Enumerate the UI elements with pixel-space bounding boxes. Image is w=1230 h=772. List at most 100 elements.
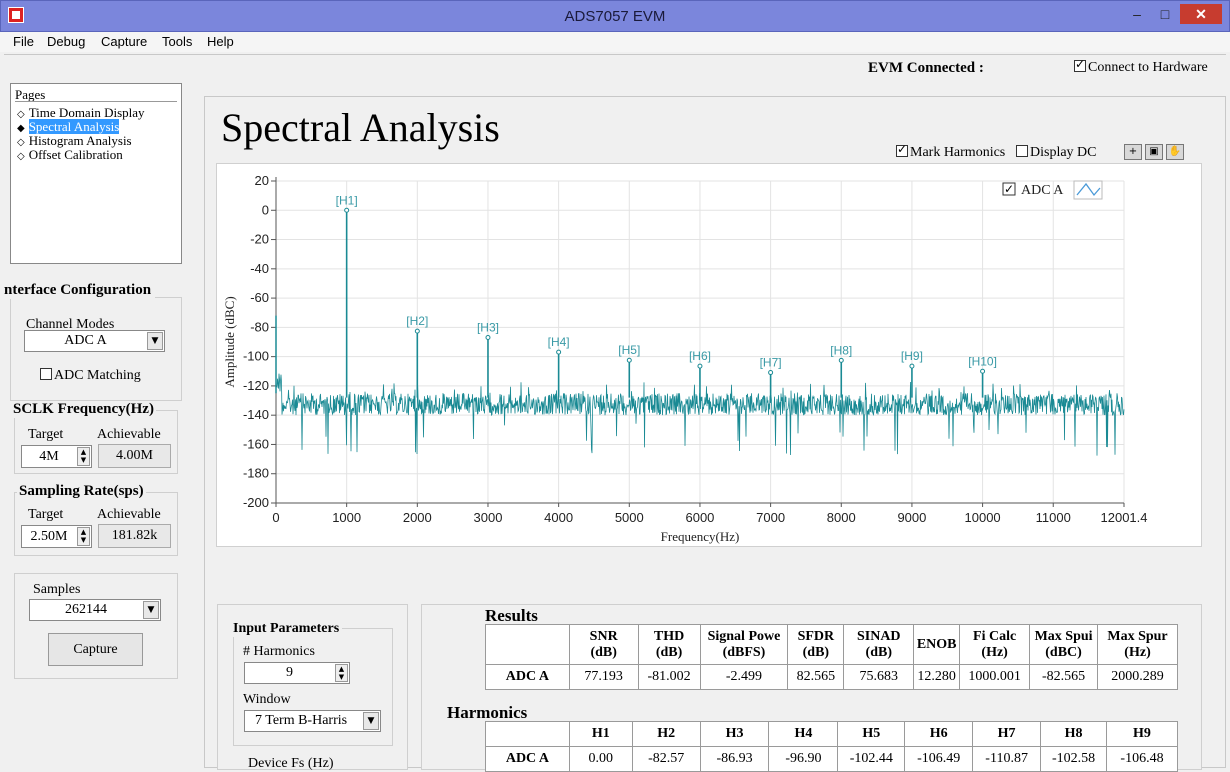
channel-modes-label: Channel Modes	[26, 317, 115, 332]
results-cell[interactable]: -2.499	[699, 664, 789, 690]
results-corner-cell	[485, 624, 570, 665]
y-tick-label: -20	[250, 232, 269, 247]
harmonics-cell[interactable]: -106.48	[1106, 746, 1178, 772]
sampling-achievable-value: 181.82k	[98, 524, 171, 548]
checkbox-icon[interactable]	[1016, 145, 1028, 157]
harmonics-col: H2	[631, 721, 701, 747]
page-item-offset-calibration[interactable]: ◇ Offset Calibration	[17, 147, 123, 162]
results-cell[interactable]: 82.565	[787, 664, 845, 690]
x-tick-label: 9000	[897, 510, 926, 525]
harmonic-marker	[909, 363, 915, 369]
sampling-target-label: Target	[28, 507, 64, 522]
harmonic-marker	[485, 335, 491, 341]
harmonics-col: H3	[699, 721, 770, 747]
menu-capture[interactable]: Capture	[101, 34, 148, 49]
sclk-title: SCLK Frequency(Hz)	[11, 401, 156, 418]
menu-help[interactable]: Help	[207, 34, 234, 49]
harmonics-col: H5	[837, 721, 906, 747]
menu-file[interactable]: File	[13, 34, 34, 49]
harmonic-marker	[344, 207, 350, 213]
sampling-target-stepper[interactable]: 2.50M ▲ ▼	[21, 525, 92, 548]
sclk-achievable-label: Achievable	[97, 427, 161, 442]
x-tick-label: 2000	[403, 510, 432, 525]
harmonics-count-stepper[interactable]: 9 ▲ ▼	[244, 662, 350, 684]
sclk-target-stepper[interactable]: 4M ▲ ▼	[21, 445, 92, 468]
legend-swatch	[1076, 182, 1101, 197]
results-col-sfdr: SFDR (dB)	[787, 624, 845, 665]
y-axis-label: Amplitude (dBC)	[222, 296, 237, 387]
results-cell[interactable]: 75.683	[843, 664, 915, 690]
results-col-sinad: SINAD (dB)	[843, 624, 915, 665]
y-tick-label: -60	[250, 290, 269, 305]
results-cell[interactable]: -82.565	[1029, 664, 1099, 690]
diamond-filled-icon: ◆	[17, 123, 25, 134]
check-icon: ✓	[1004, 182, 1014, 196]
spin-updown-icon[interactable]: ▲ ▼	[77, 527, 90, 546]
spin-updown-icon[interactable]: ▲ ▼	[77, 447, 90, 466]
page-item-time-domain[interactable]: ◇ Time Domain Display	[17, 105, 145, 120]
spin-updown-icon[interactable]: ▲ ▼	[335, 664, 348, 682]
evm-connected-label: EVM Connected :	[868, 60, 984, 76]
spectrum-chart[interactable]: 0 1000 2000 3000 4000 5000 6000 7000 8000 9000 100…	[216, 163, 1202, 547]
harmonic-marker	[980, 368, 986, 374]
close-button[interactable]: ✕	[1180, 4, 1222, 24]
checkbox-icon[interactable]	[40, 368, 52, 380]
harmonic-label: [H3]	[477, 321, 499, 335]
maximize-button[interactable]: □	[1160, 6, 1170, 22]
results-cell[interactable]: 12.280	[913, 664, 961, 690]
harmonics-cell[interactable]: -102.58	[1040, 746, 1107, 772]
results-cell[interactable]: 2000.289	[1097, 664, 1178, 690]
display-dc-checkbox[interactable]: Display DC	[1016, 145, 1097, 161]
capture-button[interactable]: Capture	[48, 633, 143, 666]
zoom-crosshair-icon[interactable]: +	[1124, 144, 1142, 160]
harmonics-col: H9	[1106, 721, 1178, 747]
menu-debug[interactable]: Debug	[47, 34, 86, 49]
harmonics-cell[interactable]: -82.57	[631, 746, 701, 772]
y-tick-label: -120	[243, 378, 269, 393]
window-label: Window	[243, 692, 291, 707]
mark-harmonics-checkbox[interactable]: Mark Harmonics	[896, 142, 1005, 161]
page-item-spectral-analysis[interactable]: ◆ Spectral Analysis	[17, 119, 120, 134]
checkbox-icon[interactable]	[896, 142, 908, 157]
channel-mode-select[interactable]: ADC A ▼	[24, 330, 165, 352]
results-cell[interactable]: 1000.001	[959, 664, 1031, 690]
samples-select[interactable]: 262144 ▼	[29, 599, 161, 621]
divider	[15, 101, 177, 102]
harmonics-cell[interactable]: 0.00	[568, 746, 633, 772]
results-col-snr: SNR (dB)	[568, 624, 639, 665]
harmonic-marker	[626, 357, 632, 363]
harmonics-count-label: # Harmonics	[243, 644, 315, 659]
harmonics-cell[interactable]: -86.93	[699, 746, 770, 772]
page-item-histogram[interactable]: ◇ Histogram Analysis	[17, 133, 132, 148]
pan-hand-icon[interactable]: ✋	[1166, 144, 1184, 160]
harmonics-col: H8	[1040, 721, 1107, 747]
connect-hardware-checkbox[interactable]: Connect to Hardware	[1074, 57, 1208, 76]
results-cell[interactable]: -81.002	[637, 664, 701, 690]
harmonics-corner-cell	[485, 721, 570, 747]
sampling-achievable-label: Achievable	[97, 507, 161, 522]
results-cell[interactable]: 77.193	[568, 664, 639, 690]
app-icon[interactable]	[8, 7, 24, 23]
title-bar[interactable]: ADS7057 EVM	[0, 0, 1230, 32]
harmonics-cell[interactable]: -110.87	[972, 746, 1042, 772]
harmonics-cell[interactable]: -96.90	[768, 746, 839, 772]
results-header-row: SNR (dB) THD (dB) Signal Powe (dBFS) SFDR (d…	[485, 624, 1178, 665]
window-select[interactable]: 7 Term B-Harris ▼	[244, 710, 381, 732]
checkbox-icon[interactable]	[1074, 57, 1086, 72]
harmonics-col: H1	[568, 721, 633, 747]
harmonics-cell[interactable]: -102.44	[837, 746, 906, 772]
x-tick-label: 10000	[965, 510, 1001, 525]
menu-tools[interactable]: Tools	[162, 34, 193, 49]
harmonics-title: Harmonics	[447, 703, 528, 722]
harmonics-col: H4	[768, 721, 839, 747]
minimize-button[interactable]: –	[1133, 6, 1141, 22]
harmonic-label: [H8]	[830, 343, 852, 357]
adc-matching-checkbox[interactable]: ADC Matching	[40, 368, 141, 384]
harmonics-header-row: H1 H2 H3 H4 H5 H6 H7 H8 H9	[485, 721, 1178, 747]
legend-checkbox[interactable]	[1002, 182, 1016, 196]
zoom-select-icon[interactable]: ▣	[1145, 144, 1163, 160]
chart-frame	[216, 163, 1202, 547]
harmonics-cell[interactable]: -106.49	[904, 746, 974, 772]
harmonic-marker	[697, 363, 703, 369]
x-axis-label: Frequency(Hz)	[661, 529, 740, 544]
